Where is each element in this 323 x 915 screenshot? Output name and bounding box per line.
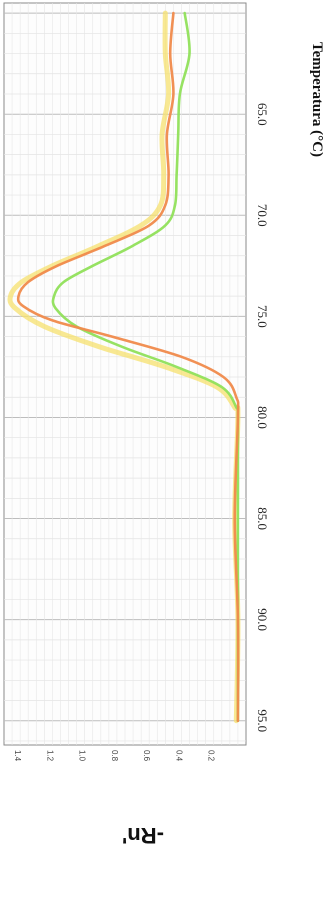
rn-tick-label: 1.4 bbox=[13, 750, 22, 762]
temperature-tick-label: 80.0 bbox=[255, 406, 270, 429]
rn-tick-label: 0.2 bbox=[207, 750, 216, 762]
temperature-tick-label: 70.0 bbox=[255, 204, 270, 227]
rn-tick-label: 1.0 bbox=[78, 750, 87, 762]
rn-tick-label: 0.8 bbox=[110, 750, 119, 762]
rn-tick-label: 0.6 bbox=[142, 750, 151, 762]
temperature-tick-label: 85.0 bbox=[255, 507, 270, 530]
temperature-tick-label: 75.0 bbox=[255, 305, 270, 328]
temperature-tick-label: 65.0 bbox=[255, 103, 270, 126]
rn-tick-label: 1.2 bbox=[45, 750, 54, 762]
melt-curve-series-0 bbox=[16, 11, 240, 722]
y-axis-title: -Rn' bbox=[122, 823, 164, 848]
grid-lines bbox=[4, 3, 246, 745]
rn-tick-label: 0.4 bbox=[174, 750, 183, 762]
temperature-tick-labels: 65.0 70.0 75.0 80.0 85.0 90.0 95.0 bbox=[255, 103, 270, 732]
melt-curves bbox=[7, 10, 241, 724]
x-axis-title: Temperatura (°C) bbox=[309, 42, 323, 157]
temperature-tick-label: 90.0 bbox=[255, 608, 270, 631]
rn-tick-labels: 0.2 0.4 0.6 0.8 1.0 1.2 1.4 bbox=[13, 750, 216, 762]
temperature-tick-label: 95.0 bbox=[255, 709, 270, 732]
